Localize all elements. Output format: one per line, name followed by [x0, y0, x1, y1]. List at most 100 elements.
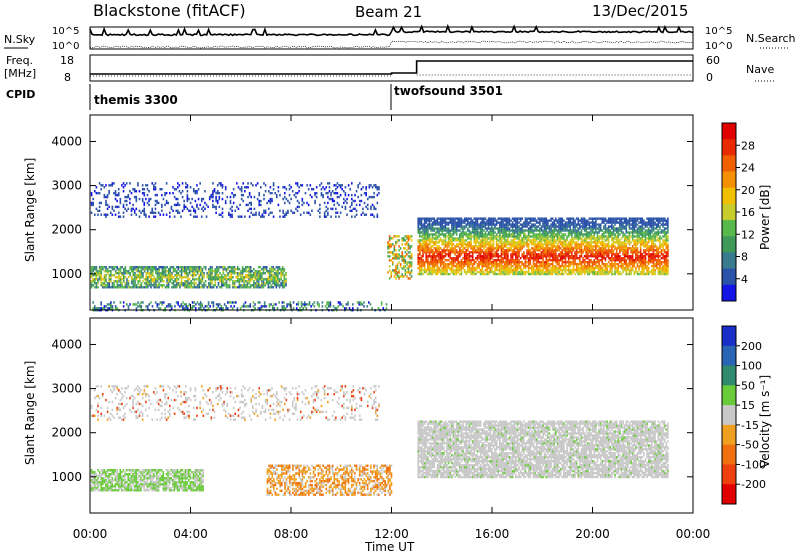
echo-cell — [249, 303, 252, 306]
echo-cell — [180, 276, 183, 279]
echo-cell — [547, 253, 549, 256]
echo-cell — [526, 237, 528, 240]
echo-cell — [547, 251, 549, 254]
echo-cell — [507, 270, 509, 274]
echo-cell — [182, 268, 184, 271]
echo-cell — [257, 282, 260, 285]
echo-cell — [447, 251, 450, 254]
echo-cell — [487, 262, 490, 266]
echo-cell — [174, 278, 176, 281]
echo-cell — [248, 268, 250, 271]
echo-cell — [513, 249, 516, 252]
echo-cell — [138, 190, 141, 193]
echo-cell — [391, 243, 394, 246]
echo-cell — [519, 272, 522, 276]
echo-cell — [436, 229, 439, 232]
echo-cell — [229, 207, 232, 211]
echo-cell — [532, 225, 535, 228]
echo-cell — [175, 282, 178, 285]
echo-cell — [483, 262, 485, 266]
echo-cell — [248, 191, 251, 195]
echo-cell — [534, 247, 536, 250]
echo-cell — [135, 207, 138, 211]
echo-cell — [524, 258, 527, 262]
echo-cell — [430, 251, 432, 254]
echo-cell — [185, 303, 187, 306]
echo-cell — [540, 255, 543, 258]
echo-cell — [460, 264, 463, 268]
echo-cell — [494, 262, 496, 266]
echo-cell — [199, 182, 201, 185]
echo-cell — [143, 213, 146, 216]
echo-cell — [344, 307, 346, 310]
echo-cell — [518, 237, 520, 240]
echo-cell — [591, 217, 594, 220]
echo-cell — [132, 284, 135, 287]
echo-cell — [395, 253, 397, 256]
echo-cell — [425, 251, 428, 254]
echo-cell — [232, 272, 234, 275]
echo-cell — [484, 255, 487, 258]
echo-cell — [255, 211, 257, 214]
echo-cell — [591, 260, 594, 264]
echo-cell — [183, 203, 185, 207]
echo-cell — [236, 276, 239, 279]
echo-cell — [588, 231, 591, 234]
echo-cell — [433, 257, 436, 260]
echo-cell — [532, 255, 535, 258]
echo-cell — [90, 268, 93, 271]
echo-cell — [503, 272, 506, 276]
echo-cell — [103, 213, 106, 216]
echo-cell — [550, 243, 552, 246]
echo-cell — [422, 241, 424, 244]
echo-cell — [133, 190, 136, 193]
echo-cell — [327, 303, 330, 306]
echo-cell — [177, 182, 179, 185]
echo-cell — [163, 284, 165, 287]
echo-cell — [564, 239, 567, 242]
echo-cell — [94, 272, 96, 275]
echo-cell — [489, 221, 492, 224]
echo-cell — [171, 286, 173, 289]
echo-cell — [532, 233, 535, 236]
echo-cell — [422, 243, 424, 246]
echo-cell — [219, 266, 221, 269]
echo-cell — [245, 284, 247, 287]
echo-cell — [428, 268, 431, 272]
echo-cell — [271, 305, 274, 308]
echo-cell — [191, 307, 194, 310]
echo-cell — [183, 199, 185, 203]
echo-cell — [499, 227, 501, 230]
echo-cell — [140, 211, 142, 214]
echo-cell — [236, 278, 239, 281]
echo-cell — [419, 264, 421, 268]
echo-cell — [524, 219, 527, 222]
echo-cell — [439, 229, 442, 232]
echo-cell — [200, 266, 202, 269]
echo-cell — [526, 249, 528, 252]
echo-cell — [492, 243, 495, 246]
echo-cell — [302, 303, 304, 306]
echo-cell — [499, 245, 501, 248]
echo-cell — [516, 262, 519, 266]
echo-cell — [90, 203, 93, 207]
echo-cell — [323, 215, 326, 218]
echo-cell — [555, 245, 557, 248]
echo-cell — [237, 207, 240, 211]
echo-cell — [532, 217, 535, 220]
echo-cell — [267, 282, 270, 285]
echo-cell — [503, 225, 506, 228]
echo-cell — [534, 268, 536, 272]
echo-cell — [604, 223, 607, 226]
echo-cell — [542, 258, 544, 262]
echo-cell — [447, 233, 450, 236]
echo-cell — [494, 270, 496, 274]
echo-cell — [393, 253, 396, 256]
echo-cell — [539, 272, 541, 276]
echo-cell — [409, 265, 411, 268]
echo-cell — [387, 271, 389, 274]
echo-cell — [428, 272, 431, 276]
echo-cell — [181, 182, 184, 185]
echo-cell — [341, 188, 344, 191]
echo-cell — [508, 270, 511, 274]
